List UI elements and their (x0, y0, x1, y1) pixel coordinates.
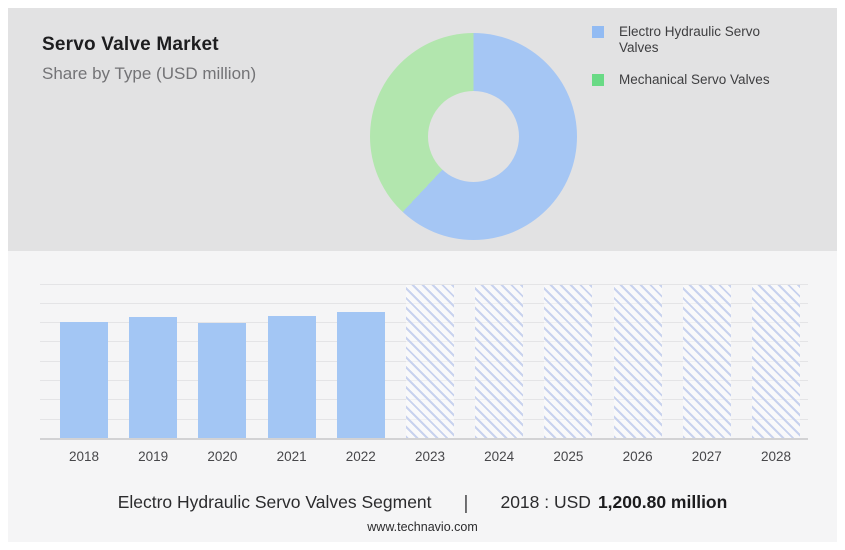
website-url: www.technavio.com (367, 520, 478, 534)
legend-item-electro-hydraulic: Electro Hydraulic Servo Valves (592, 24, 791, 56)
legend: Electro Hydraulic Servo Valves Mechanica… (592, 24, 791, 89)
legend-label-mechanical: Mechanical Servo Valves (619, 72, 770, 88)
chart-subtitle: Share by Type (USD million) (42, 64, 257, 83)
footer-caption: Electro Hydraulic Servo Valves Segment |… (8, 492, 837, 514)
legend-item-mechanical: Mechanical Servo Valves (592, 72, 791, 88)
legend-swatch-green-icon (592, 74, 604, 87)
donut-chart (370, 33, 577, 240)
separator: | (463, 493, 469, 514)
legend-label-electro-hydraulic: Electro Hydraulic Servo Valves (619, 24, 761, 56)
donut-hole (428, 91, 519, 182)
stat-prefix: 2018 : USD (500, 492, 591, 512)
chart-title: Servo Valve Market (42, 34, 219, 55)
legend-swatch-blue-icon (592, 26, 604, 38)
segment-label: Electro Hydraulic Servo Valves Segment (117, 492, 432, 512)
stat-value: 1,200.80 million (597, 492, 728, 512)
